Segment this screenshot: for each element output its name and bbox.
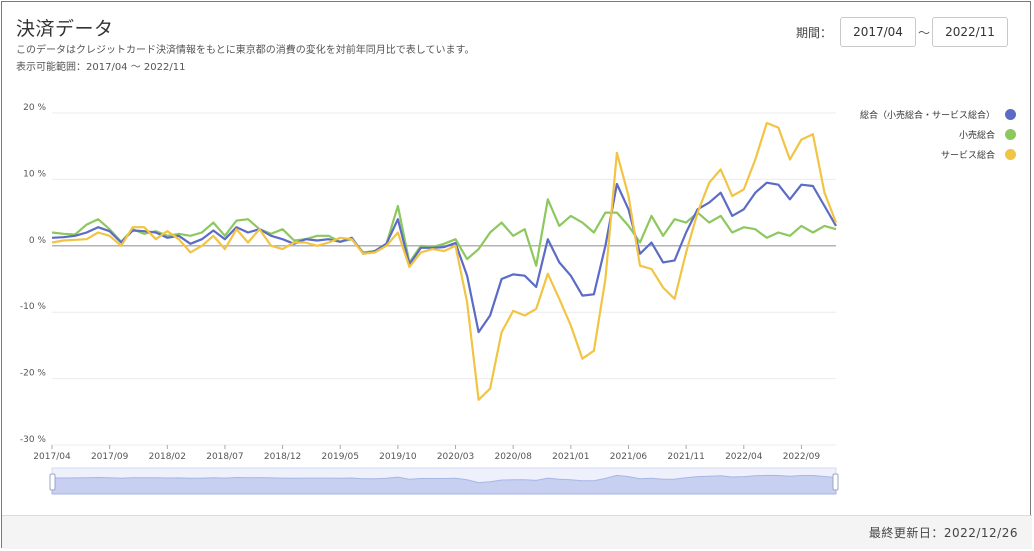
chart-legend: 総合（小売総合・サービス総合） 小売総合 サービス総合 [860, 104, 1016, 164]
x-tick-label: 2019/05 [322, 452, 359, 462]
x-tick-label: 2021/11 [667, 452, 704, 462]
y-tick-label: -20 % [20, 369, 47, 379]
legend-dot-service [1005, 148, 1016, 160]
y-tick-label: -10 % [20, 302, 47, 312]
x-tick-label: 2021/01 [552, 452, 589, 462]
range-slider-left-handle[interactable] [49, 473, 56, 491]
legend-label-retail: 小売総合 [958, 130, 995, 141]
series-line-service [51, 121, 838, 401]
series-line-total [51, 181, 837, 334]
x-tick-label: 2018/12 [264, 452, 301, 462]
y-tick-label: 10 % [23, 169, 46, 179]
x-tick-label: 2018/02 [149, 452, 186, 462]
x-tick-label: 2022/09 [783, 452, 821, 462]
last-updated: 最終更新日：2022/12/26 [868, 526, 1018, 540]
legend-item-total[interactable]: 総合（小売総合・サービス総合） [860, 104, 1016, 124]
legend-dot-total [1005, 108, 1016, 120]
period-from-input[interactable]: 2017/04 [840, 17, 917, 47]
x-tick-label: 2021/06 [610, 452, 648, 462]
y-tick-label: 0 % [29, 236, 47, 246]
legend-label-service: サービス総合 [940, 150, 995, 161]
period-to-input[interactable]: 2022/11 [932, 17, 1009, 47]
legend-dot-retail [1005, 128, 1016, 140]
x-tick-label: 2020/03 [437, 452, 474, 462]
footer-bar: 最終更新日：2022/12/26 [2, 515, 1032, 549]
available-range: 表示可能範囲：2017/04 〜 2022/11 [16, 62, 186, 73]
x-tick-label: 2020/08 [494, 452, 532, 462]
x-tick-label: 2017/04 [33, 452, 71, 462]
chart-description: このデータはクレジットカード決済情報をもとに東京都の消費の変化を対前年同月比で表… [16, 45, 475, 56]
range-slider-preview [51, 474, 837, 495]
page-title: 決済データ [16, 18, 114, 40]
description-block: このデータはクレジットカード決済情報をもとに東京都の消費の変化を対前年同月比で表… [16, 42, 475, 76]
x-tick-label: 2017/09 [91, 452, 129, 462]
legend-item-retail[interactable]: 小売総合 [860, 124, 1016, 144]
x-tick-label: 2019/10 [379, 452, 417, 462]
y-tick-label: -30 % [20, 435, 47, 445]
period-selector: 期間： 2017/04 〜 2022/11 [796, 16, 1009, 48]
series-line-retail [51, 198, 837, 267]
period-label: 期間： [796, 25, 833, 40]
legend-label-total: 総合（小売総合・サービス総合） [859, 110, 995, 121]
x-tick-label: 2022/04 [725, 452, 763, 462]
legend-item-service[interactable]: サービス総合 [860, 144, 1016, 164]
y-tick-label: 20 % [23, 103, 46, 113]
range-slider-right-handle[interactable] [832, 473, 839, 491]
x-tick-label: 2018/07 [206, 452, 243, 462]
period-separator: 〜 [918, 25, 931, 40]
